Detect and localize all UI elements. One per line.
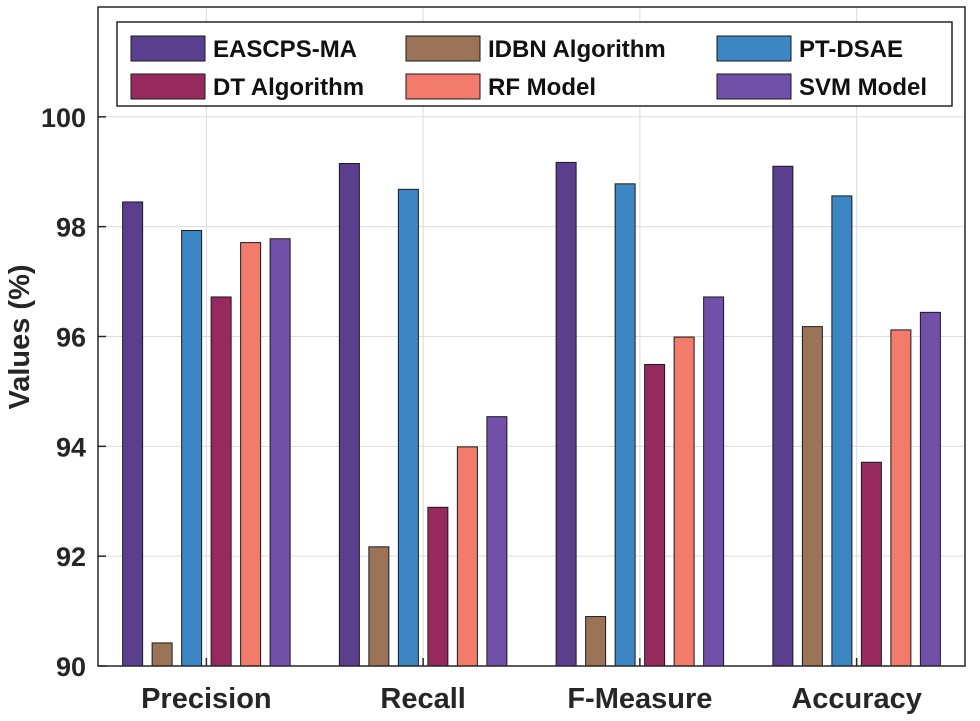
legend-label: SVM Model bbox=[799, 74, 927, 101]
bar bbox=[122, 201, 144, 667]
series-rf-model bbox=[240, 242, 912, 667]
x-category-labels: Precision Recall F-Measure Accuracy bbox=[141, 658, 922, 715]
x-tick-label: F-Measure bbox=[567, 683, 712, 715]
series-svm-model bbox=[269, 238, 941, 667]
legend-swatch bbox=[405, 35, 481, 62]
legend-item: DT Algorithm bbox=[130, 73, 364, 101]
legend-box bbox=[116, 21, 953, 107]
legend-label: PT-DSAE bbox=[799, 36, 903, 63]
y-tick-labels: 90 92 94 96 98 100 bbox=[41, 103, 106, 682]
bar bbox=[860, 461, 882, 667]
legend-swatch bbox=[716, 73, 792, 100]
bar bbox=[890, 329, 912, 667]
bar bbox=[673, 336, 695, 667]
bar bbox=[269, 238, 291, 667]
series-pt-dsae bbox=[181, 183, 853, 667]
bar-series bbox=[122, 161, 941, 667]
bar bbox=[644, 364, 666, 667]
legend-item: IDBN Algorithm bbox=[405, 35, 666, 63]
legend-label: DT Algorithm bbox=[213, 74, 364, 101]
y-tick-label: 98 bbox=[56, 213, 86, 243]
bar bbox=[614, 183, 636, 667]
bar bbox=[486, 416, 508, 667]
y-tick-label: 90 bbox=[56, 652, 86, 682]
bar bbox=[427, 506, 449, 667]
bar bbox=[772, 165, 794, 667]
legend-swatch bbox=[405, 73, 481, 100]
legend-item: EASCPS-MA bbox=[130, 35, 357, 63]
legend-label: EASCPS-MA bbox=[213, 36, 357, 63]
bar bbox=[210, 296, 232, 667]
y-axis-title: Values (%) bbox=[4, 264, 36, 409]
bar bbox=[456, 446, 478, 667]
bar bbox=[338, 163, 360, 667]
y-tick-label: 100 bbox=[41, 103, 86, 133]
y-tick-label: 94 bbox=[56, 432, 86, 462]
bar bbox=[585, 616, 607, 667]
legend-item: SVM Model bbox=[716, 73, 927, 101]
legend-item: RF Model bbox=[405, 73, 596, 101]
legend-swatch bbox=[130, 35, 206, 62]
series-idbn-algorithm bbox=[151, 326, 823, 667]
legend-swatch bbox=[716, 35, 792, 62]
legend-label: RF Model bbox=[488, 74, 596, 101]
legend-item: PT-DSAE bbox=[716, 35, 903, 63]
legend-label: IDBN Algorithm bbox=[488, 36, 666, 63]
series-dt-algorithm bbox=[210, 296, 882, 667]
y-tick-label: 96 bbox=[56, 323, 86, 353]
x-tick-label: Accuracy bbox=[791, 683, 922, 715]
bar bbox=[801, 326, 823, 667]
bar bbox=[919, 311, 941, 667]
bar bbox=[397, 188, 419, 667]
bar bbox=[555, 161, 577, 667]
legend-swatch bbox=[130, 73, 206, 100]
legend: EASCPS-MA IDBN Algorithm PT-DSAE DT Algorit… bbox=[116, 21, 953, 107]
bar bbox=[181, 230, 203, 667]
x-tick-label: Precision bbox=[141, 683, 272, 715]
y-tick-label: 92 bbox=[56, 542, 86, 572]
series-eascps-ma bbox=[122, 161, 794, 667]
bar bbox=[831, 195, 853, 667]
bar bbox=[240, 242, 262, 667]
bar bbox=[368, 546, 390, 667]
bar bbox=[703, 296, 725, 667]
x-tick-label: Recall bbox=[380, 683, 465, 715]
bar bbox=[151, 642, 173, 667]
